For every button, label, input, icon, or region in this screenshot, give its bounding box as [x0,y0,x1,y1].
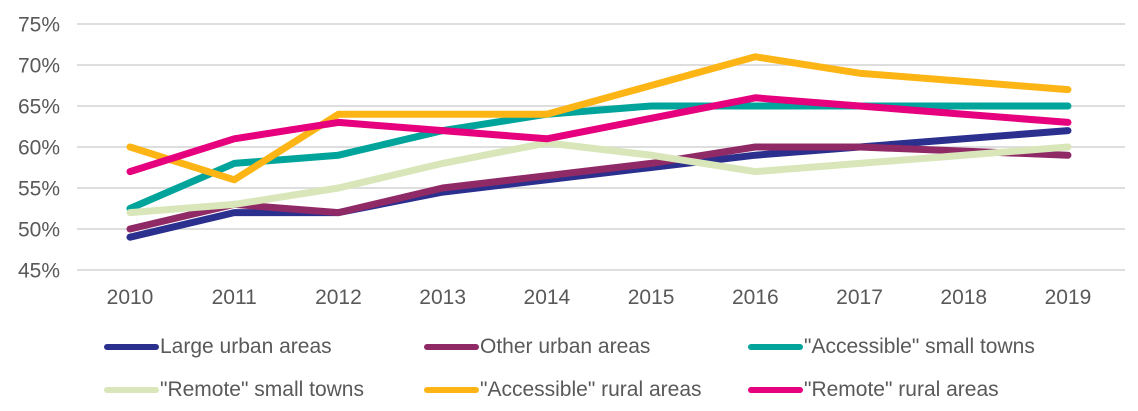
legend-line-swatch [424,387,479,393]
legend-line-swatch [104,387,159,393]
legend-item-other-urban-areas: Other urban areas [424,336,650,358]
svg-text:65%: 65% [18,96,60,119]
svg-text:2017: 2017 [836,286,883,309]
svg-text:2010: 2010 [107,286,154,309]
svg-text:2011: 2011 [212,286,257,309]
svg-text:50%: 50% [18,219,60,242]
legend-label: "Remote" rural areas [804,378,999,401]
legend-item-accessible-small-towns: "Accessible" small towns [748,336,1035,358]
legend-label: Large urban areas [160,335,332,358]
svg-text:55%: 55% [18,178,60,201]
legend-item-remote-small-towns: "Remote" small towns [104,379,364,401]
legend-label: "Remote" small towns [160,378,364,401]
chart-canvas: 75% 70% 65% 60% 55% 50% 45% 2010 2011 2012 2013 201… [18,14,1125,309]
legend-label: "Accessible" small towns [804,335,1035,358]
legend-label: Other urban areas [480,335,651,358]
svg-text:2012: 2012 [315,286,362,309]
legend-line-swatch [104,344,159,350]
svg-text:2016: 2016 [732,286,779,309]
svg-text:2015: 2015 [628,286,675,309]
svg-text:70%: 70% [18,55,60,78]
svg-text:2013: 2013 [419,286,466,309]
legend-line-swatch [424,344,479,350]
legend-item-large-urban-areas: Large urban areas [104,336,332,358]
svg-text:2018: 2018 [940,286,987,309]
svg-text:2019: 2019 [1045,286,1092,309]
legend-item-remote-rural-areas: "Remote" rural areas [748,379,999,401]
legend-label: "Accessible" rural areas [480,378,702,401]
svg-text:75%: 75% [18,14,60,37]
legend-item-accessible-rural-areas: "Accessible" rural areas [424,379,702,401]
svg-text:2014: 2014 [524,286,571,309]
legend-line-swatch [748,387,803,393]
legend-line-swatch [748,344,803,350]
svg-text:45%: 45% [18,260,60,283]
svg-text:60%: 60% [18,137,60,160]
